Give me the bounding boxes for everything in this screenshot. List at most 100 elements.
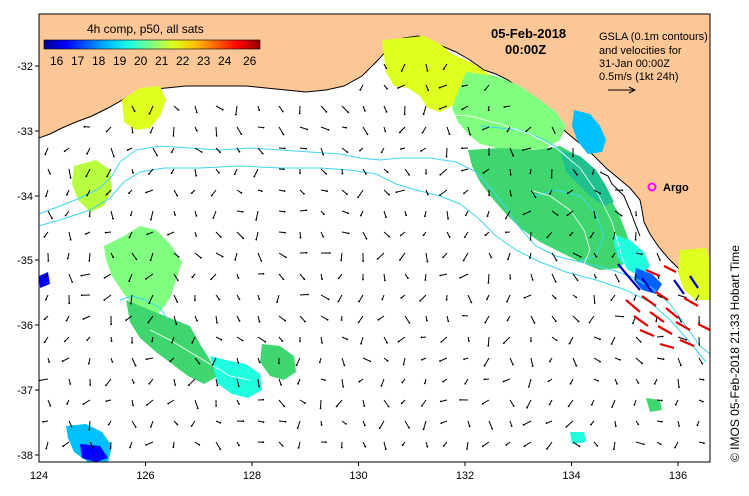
velocity-vector-head [484, 234, 487, 237]
velocity-vector-head [105, 130, 108, 133]
velocity-vector-head [82, 318, 85, 320]
velocity-vector [523, 420, 532, 426]
velocity-vector [509, 147, 514, 156]
velocity-vector [383, 105, 388, 113]
velocity-vector-head [488, 153, 490, 156]
velocity-vector-head [509, 277, 512, 280]
velocity-vector-head [440, 341, 443, 343]
velocity-vector-head [44, 276, 46, 278]
velocity-vector-head [237, 277, 240, 279]
velocity-vector-head [597, 379, 599, 382]
velocity-vector-head [278, 362, 280, 365]
velocity-vector [210, 273, 217, 280]
velocity-vector [568, 399, 574, 407]
strong-velocity-vector [689, 275, 699, 289]
velocity-vector [546, 420, 553, 424]
velocity-vector-head [616, 383, 618, 385]
velocity-vector-head [298, 112, 301, 115]
velocity-vector [320, 399, 322, 409]
velocity-vector [464, 231, 469, 238]
velocity-vector-head [510, 194, 512, 197]
velocity-vector [173, 273, 179, 281]
coast-detail [599, 171, 641, 237]
strong-velocity-vector [649, 311, 665, 323]
velocity-vector-head [281, 110, 284, 113]
velocity-vector [509, 189, 512, 196]
velocity-vector-head [343, 364, 346, 367]
velocity-vector [459, 273, 469, 279]
velocity-vector [362, 231, 367, 239]
velocity-vector [397, 84, 406, 89]
velocity-vector-head [554, 280, 557, 283]
velocity-vector-head [132, 172, 134, 174]
velocity-vector [572, 273, 579, 281]
velocity-vector [635, 357, 643, 364]
velocity-vector-head [547, 148, 550, 151]
velocity-vector [336, 399, 343, 407]
velocity-vector-head [340, 446, 343, 449]
velocity-vector-head [303, 278, 306, 281]
velocity-vector-head [66, 193, 68, 196]
velocity-vector-head [555, 259, 558, 262]
velocity-vector [359, 84, 364, 91]
velocity-vector-head [196, 319, 198, 322]
velocity-vector-head [363, 405, 366, 407]
velocity-vector [45, 441, 49, 449]
velocity-vector-head [146, 233, 149, 236]
velocity-vector [211, 189, 217, 196]
velocity-vector [463, 252, 469, 261]
velocity-vector [320, 168, 327, 175]
strong-velocity-vector [655, 291, 669, 301]
velocity-vector [278, 378, 282, 385]
velocity-vector [341, 231, 349, 234]
x-tick-label: 126 [136, 470, 154, 482]
velocity-vector [215, 441, 221, 450]
velocity-vector-head [661, 420, 663, 423]
contour-line [39, 165, 707, 363]
velocity-vector [404, 315, 410, 324]
velocity-vector-head [445, 298, 448, 301]
velocity-vector [62, 441, 70, 447]
velocity-vector-head [463, 358, 465, 361]
velocity-vector-head [680, 320, 683, 323]
velocity-vector [572, 252, 582, 258]
y-tick-label: -35 [17, 255, 33, 267]
colorbar-title: 4h comp, p50, all sats [87, 22, 204, 36]
velocity-vector-head [321, 278, 323, 280]
velocity-vector-head [464, 382, 467, 385]
velocity-vector-head [426, 70, 429, 72]
velocity-vector-head [512, 154, 515, 157]
velocity-vector-head [464, 214, 467, 217]
velocity-vector-head [305, 147, 308, 150]
velocity-vector-head [68, 302, 71, 305]
velocity-vector-head [145, 444, 147, 446]
velocity-vector-head [487, 281, 490, 284]
velocity-vector-head [326, 190, 328, 193]
velocity-vector-head [322, 153, 325, 156]
velocity-vector [150, 126, 154, 133]
velocity-vector [378, 315, 385, 321]
velocity-vector-head [659, 259, 661, 261]
velocity-vector-head [448, 133, 451, 136]
velocity-vector [299, 273, 305, 280]
velocity-vector-head [112, 217, 114, 220]
velocity-vector-head [304, 402, 306, 404]
velocity-vector-head [174, 214, 177, 216]
velocity-vector-head [65, 319, 68, 322]
velocity-vector-head [148, 302, 151, 304]
velocity-vector-head [80, 274, 83, 277]
velocity-vector-head [620, 214, 623, 217]
velocity-vector-head [505, 444, 508, 446]
velocity-vector-head [219, 448, 222, 451]
velocity-vector-head [442, 380, 444, 383]
velocity-vector-head [425, 172, 427, 175]
strong-velocity-vector [657, 325, 673, 335]
velocity-vector [362, 399, 365, 407]
velocity-vector [677, 378, 680, 388]
contour-line [439, 113, 627, 271]
velocity-vector-head [177, 255, 180, 258]
velocity-vector-head [594, 216, 597, 219]
velocity-vector-head [531, 365, 534, 367]
velocity-vector [530, 189, 536, 198]
velocity-vector [236, 210, 243, 213]
